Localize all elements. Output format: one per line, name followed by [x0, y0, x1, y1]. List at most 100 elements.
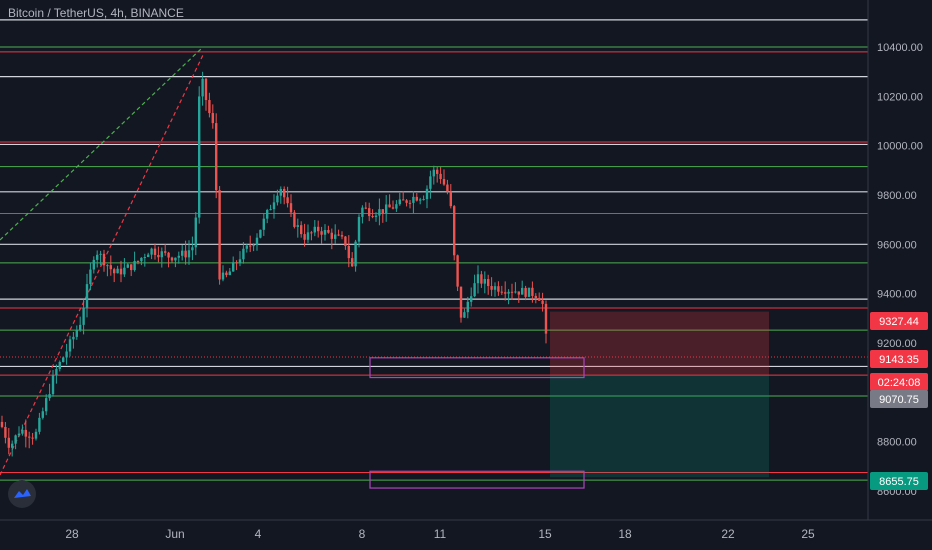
candle-body — [194, 217, 197, 248]
candle-body — [266, 209, 269, 219]
candle-body — [153, 248, 157, 255]
candle-body — [235, 262, 238, 264]
candle-body — [368, 208, 371, 217]
candle-body — [378, 209, 381, 216]
candle-body — [31, 437, 34, 439]
candle-body — [62, 357, 65, 362]
candle-body — [218, 190, 221, 280]
candle-body — [456, 255, 459, 287]
candle-body — [150, 248, 153, 255]
time-tick-label: 8 — [359, 527, 366, 541]
candle-body — [313, 226, 316, 233]
candle-body — [201, 78, 204, 97]
trendline-red — [0, 54, 204, 476]
candle-body — [51, 375, 55, 395]
candle-body — [198, 96, 201, 218]
candle-body — [432, 169, 435, 177]
price-tag-bg — [870, 350, 928, 368]
candle-body — [493, 286, 497, 290]
candle-body — [0, 421, 4, 427]
candle-body — [4, 426, 7, 438]
candle-body — [514, 291, 517, 293]
candle-body — [11, 443, 14, 448]
candle-body — [215, 123, 218, 191]
candle-body — [119, 268, 123, 275]
candle-body — [490, 286, 493, 290]
short-position-tool[interactable] — [550, 311, 769, 478]
tradingview-logo-icon[interactable] — [8, 480, 36, 508]
candle-body — [181, 250, 184, 256]
candle-body — [293, 212, 296, 227]
candle-body — [184, 250, 187, 258]
candle-body — [272, 202, 276, 210]
candle-body — [412, 196, 415, 203]
price-axis[interactable]: 10400.00 10200.00 10000.00 9800.00 9600.00 94… — [877, 42, 923, 498]
candle-body — [157, 254, 160, 258]
candle-body — [425, 188, 429, 200]
price-tag-label: 9070.75 — [879, 394, 919, 406]
candle-body — [72, 336, 75, 340]
candle-body — [483, 279, 486, 284]
time-tick-label: 11 — [434, 527, 447, 541]
candle-body — [276, 195, 279, 203]
candle-body — [96, 254, 99, 260]
candle-body — [306, 232, 310, 240]
candle-body — [459, 286, 463, 318]
candle-body — [439, 173, 442, 180]
candle-body — [381, 209, 384, 214]
candle-body — [279, 188, 282, 196]
candle-body — [320, 231, 323, 235]
price-tag-bg — [870, 373, 928, 391]
candle-body — [422, 199, 425, 201]
candle-body — [174, 257, 177, 261]
price-tag-bg — [870, 312, 928, 330]
price-tag-bg — [870, 390, 928, 408]
candle-body — [327, 230, 330, 233]
support-zones[interactable] — [369, 357, 585, 489]
candle-body — [419, 199, 422, 201]
candle-body — [34, 431, 38, 439]
candle-body — [334, 234, 337, 239]
time-tick-label: 25 — [801, 527, 815, 541]
candle-body — [296, 225, 299, 227]
time-tick-label: 4 — [255, 527, 262, 541]
candle-body — [500, 291, 503, 293]
time-tick-label: Jun — [165, 527, 184, 541]
candle-body — [133, 261, 136, 271]
candle-body — [402, 199, 405, 201]
candle-body — [303, 234, 306, 240]
candle-body — [323, 230, 327, 235]
candle-body — [126, 264, 129, 268]
candle-body — [480, 274, 483, 284]
candle-body — [238, 259, 242, 263]
candle-body — [143, 257, 146, 259]
time-axis[interactable]: 28 Jun 4 8 11 15 18 22 25 — [65, 527, 815, 541]
candle-body — [79, 324, 82, 331]
candle-body — [510, 291, 514, 293]
price-tick-label: 9800.00 — [877, 190, 917, 202]
candle-body — [140, 257, 143, 262]
candle-body — [41, 411, 44, 418]
candle-body — [354, 241, 357, 267]
candle-body — [449, 191, 452, 207]
candle-body — [170, 257, 174, 261]
candle-body — [470, 296, 473, 302]
candle-body — [351, 258, 354, 267]
candle-body — [517, 291, 520, 295]
candle-body — [45, 398, 48, 412]
candle-body — [310, 232, 313, 234]
candle-body — [17, 433, 21, 436]
candle-body — [415, 196, 418, 201]
candlestick-series — [0, 71, 548, 457]
candle-body — [65, 351, 68, 358]
candle-body — [487, 279, 490, 287]
candle-body — [541, 300, 544, 304]
candle-body — [245, 245, 248, 249]
candle-body — [211, 113, 214, 124]
candle-body — [476, 274, 480, 284]
candle-body — [497, 286, 500, 292]
symbol-title: Bitcoin / TetherUS, 4h, BINANCE — [8, 6, 184, 20]
candle-body — [442, 179, 446, 185]
trendlines[interactable] — [0, 46, 204, 476]
